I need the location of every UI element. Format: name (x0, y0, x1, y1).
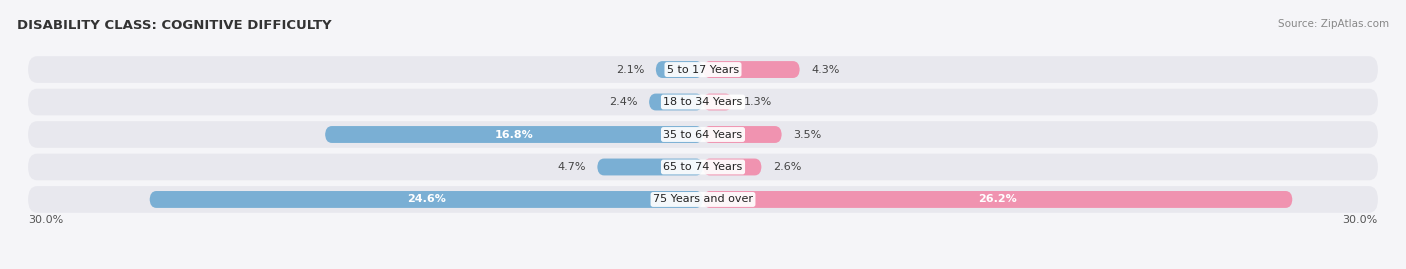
FancyBboxPatch shape (703, 126, 782, 143)
Text: 5 to 17 Years: 5 to 17 Years (666, 65, 740, 75)
FancyBboxPatch shape (28, 56, 1378, 83)
Text: 30.0%: 30.0% (1343, 215, 1378, 225)
FancyBboxPatch shape (703, 158, 762, 175)
FancyBboxPatch shape (325, 126, 703, 143)
FancyBboxPatch shape (28, 89, 1378, 115)
FancyBboxPatch shape (28, 154, 1378, 180)
Text: 2.1%: 2.1% (616, 65, 644, 75)
Text: 1.3%: 1.3% (744, 97, 772, 107)
Text: 18 to 34 Years: 18 to 34 Years (664, 97, 742, 107)
Text: 2.6%: 2.6% (773, 162, 801, 172)
Text: 35 to 64 Years: 35 to 64 Years (664, 129, 742, 140)
FancyBboxPatch shape (650, 94, 703, 111)
Text: 2.4%: 2.4% (609, 97, 638, 107)
FancyBboxPatch shape (28, 121, 1378, 148)
Text: 24.6%: 24.6% (406, 194, 446, 204)
Text: 16.8%: 16.8% (495, 129, 533, 140)
FancyBboxPatch shape (703, 94, 733, 111)
Text: DISABILITY CLASS: COGNITIVE DIFFICULTY: DISABILITY CLASS: COGNITIVE DIFFICULTY (17, 19, 332, 32)
Text: 3.5%: 3.5% (793, 129, 821, 140)
Text: 4.7%: 4.7% (558, 162, 586, 172)
Text: 65 to 74 Years: 65 to 74 Years (664, 162, 742, 172)
FancyBboxPatch shape (655, 61, 703, 78)
FancyBboxPatch shape (598, 158, 703, 175)
Text: 4.3%: 4.3% (811, 65, 839, 75)
FancyBboxPatch shape (703, 191, 1292, 208)
Text: 26.2%: 26.2% (979, 194, 1017, 204)
Text: 75 Years and over: 75 Years and over (652, 194, 754, 204)
Text: 30.0%: 30.0% (28, 215, 63, 225)
Text: Source: ZipAtlas.com: Source: ZipAtlas.com (1278, 19, 1389, 29)
FancyBboxPatch shape (28, 186, 1378, 213)
FancyBboxPatch shape (703, 61, 800, 78)
FancyBboxPatch shape (149, 191, 703, 208)
